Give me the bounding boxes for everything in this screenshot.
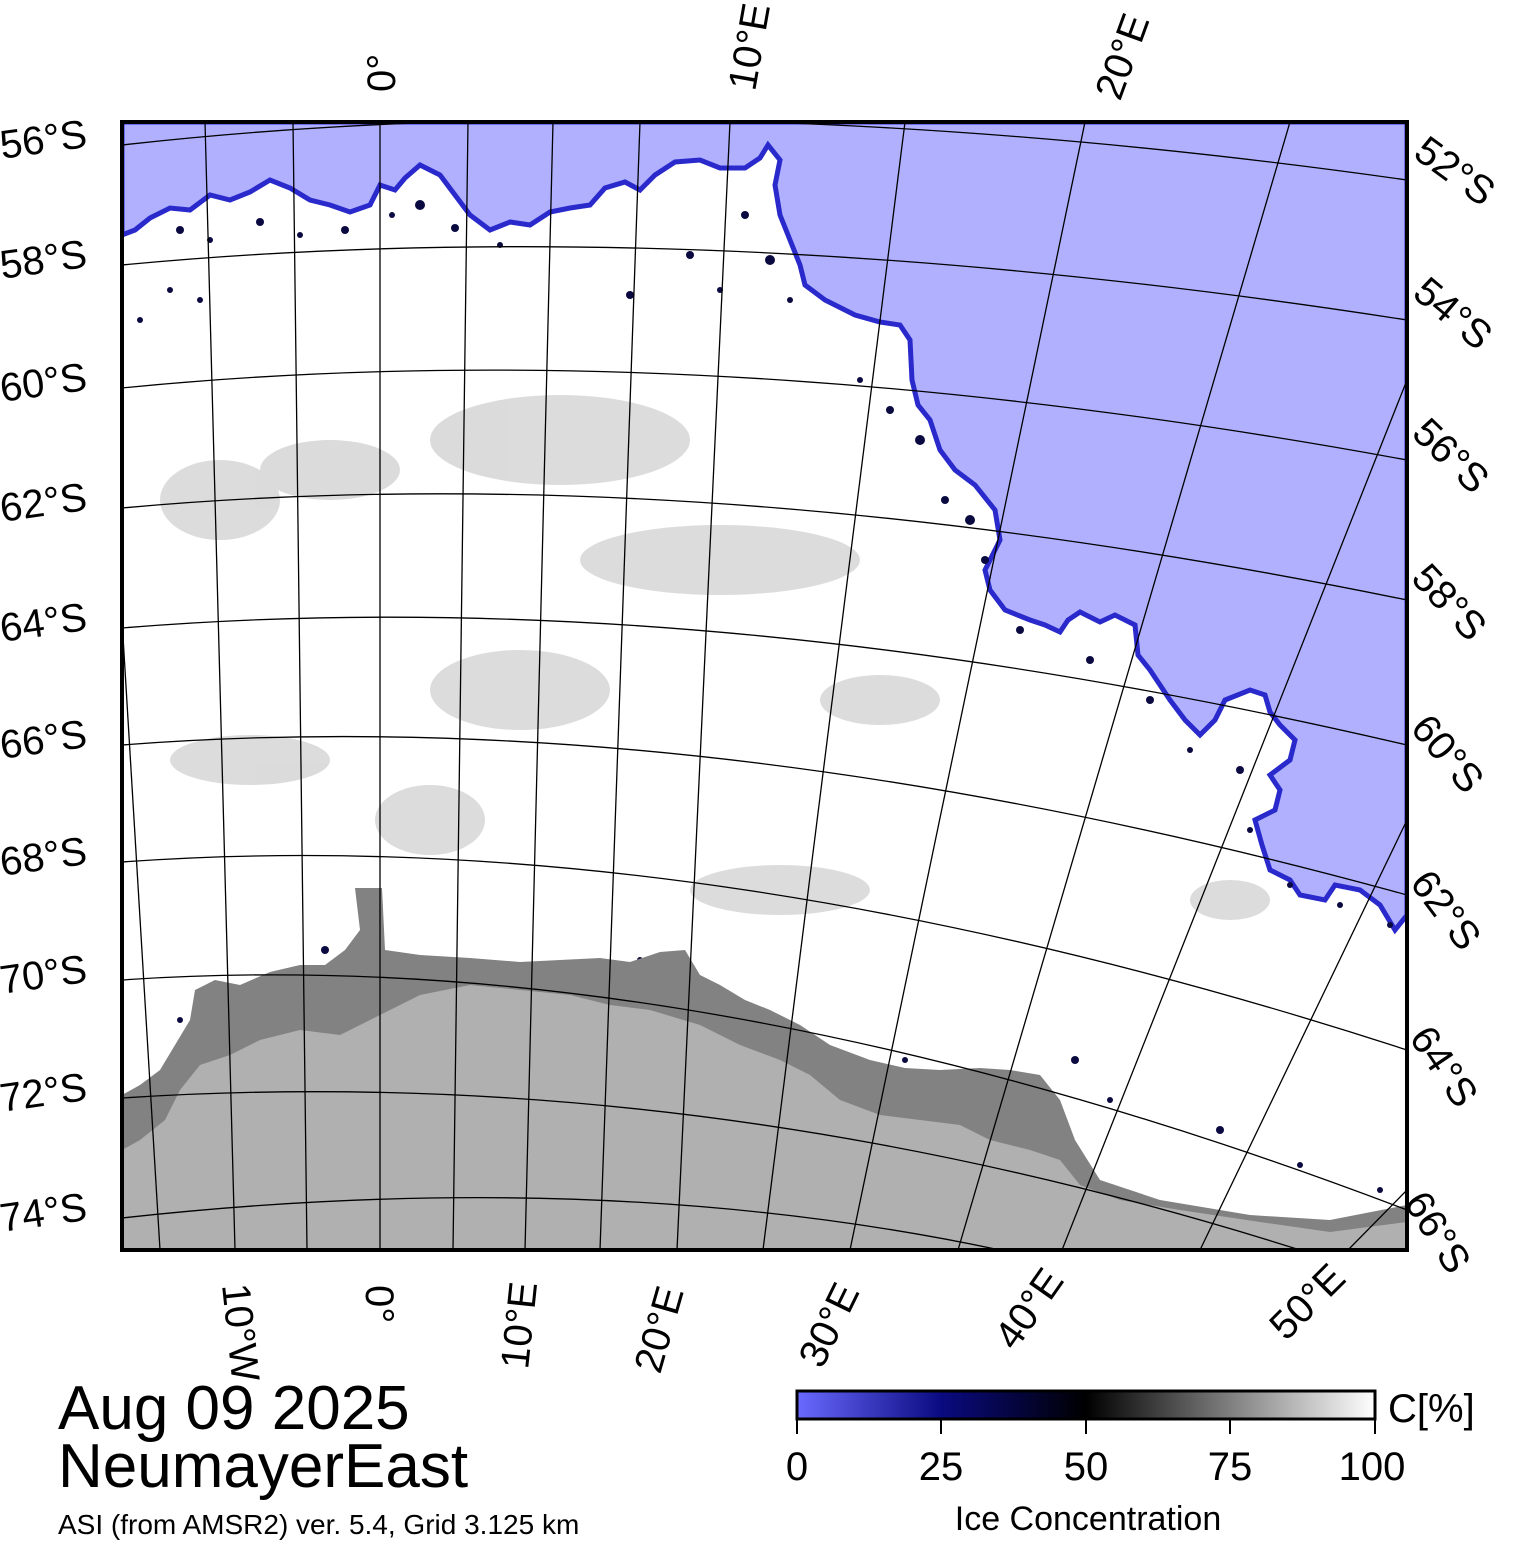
lon-labels-top: 0° 10°E 20°E: [360, 0, 1158, 105]
lat-label: 58°S: [0, 232, 90, 288]
colorbar-unit: C[%]: [1388, 1387, 1475, 1431]
lat-label: 52°S: [1406, 128, 1502, 215]
colorbar: 0 25 50 75 100 C[%] Ice Concentration: [786, 1387, 1475, 1538]
colorbar-tick-label: 50: [1064, 1445, 1109, 1489]
lat-label: 70°S: [0, 947, 90, 1003]
region-name: NeumayerEast: [58, 1432, 469, 1501]
lat-label: 62°S: [0, 475, 90, 531]
lon-label: 10°W: [213, 1281, 267, 1384]
map-date: Aug 09 2025: [58, 1374, 410, 1443]
lat-labels-right: 52°S 54°S 56°S 58°S 60°S 62°S 64°S 66°S: [1395, 128, 1502, 1281]
lat-label: 66°S: [0, 712, 90, 768]
lon-label: 50°E: [1261, 1256, 1354, 1349]
data-source: ASI (from AMSR2) ver. 5.4, Grid 3.125 km: [58, 1509, 580, 1540]
lon-label: 10°E: [493, 1280, 546, 1371]
graticule: [122, 122, 1407, 1250]
colorbar-title: Ice Concentration: [955, 1500, 1222, 1538]
map-frame: [120, 120, 1409, 1252]
lat-label: 62°S: [1402, 862, 1490, 958]
colorbar-tick-label: 25: [919, 1445, 964, 1489]
map-area: [122, 122, 1407, 1250]
lat-labels-left: 56°S 58°S 60°S 62°S 64°S 66°S 68°S 70°S …: [0, 112, 90, 1241]
lon-label: 30°E: [791, 1276, 869, 1374]
lat-label: 56°S: [0, 112, 90, 168]
lat-label: 64°S: [0, 595, 90, 651]
lat-label: 60°S: [0, 355, 90, 411]
lat-label: 64°S: [1401, 1018, 1486, 1115]
lat-label: 72°S: [0, 1065, 90, 1121]
land: [122, 985, 1407, 1250]
lon-label: 40°E: [986, 1261, 1072, 1358]
colorbar-tick-label: 75: [1208, 1445, 1253, 1489]
lat-label: 68°S: [0, 829, 90, 885]
lat-label: 60°S: [1402, 707, 1492, 802]
colorbar-gradient: [795, 1389, 1377, 1421]
lon-label: 20°E: [1087, 8, 1158, 105]
colorbar-tick-label: 100: [1339, 1445, 1406, 1489]
lon-label: 0°: [357, 1285, 401, 1323]
lat-label: 54°S: [1405, 269, 1500, 359]
lon-labels-bottom: 10°W 0° 10°E 20°E 30°E 40°E 50°E: [213, 1256, 1354, 1384]
lat-label: 56°S: [1404, 410, 1497, 502]
lon-label: 20°E: [626, 1282, 692, 1378]
ice-edge-flecks: [137, 200, 1393, 1193]
open-water: [122, 122, 1407, 935]
lat-label: 74°S: [0, 1185, 90, 1241]
lon-label: 10°E: [721, 0, 779, 93]
lat-label: 58°S: [1403, 556, 1495, 650]
colorbar-tick-label: 0: [786, 1445, 808, 1489]
lon-label: 0°: [360, 54, 404, 92]
